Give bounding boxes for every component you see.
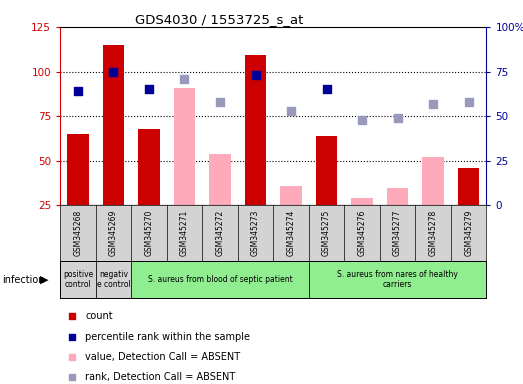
Bar [245,55,266,205]
Bar [103,45,124,205]
Point [145,86,153,93]
Text: GSM345269: GSM345269 [109,210,118,257]
Bar [96,261,131,298]
Text: infection: infection [3,275,45,285]
Bar [387,188,408,205]
Text: rank, Detection Call = ABSENT: rank, Detection Call = ABSENT [85,372,236,382]
Text: ▶: ▶ [40,275,48,285]
Text: S. aureus from nares of healthy
carriers: S. aureus from nares of healthy carriers [337,270,458,289]
Point [252,72,260,78]
Text: positive
control: positive control [63,270,93,289]
Bar [280,186,302,205]
Text: GSM345272: GSM345272 [215,210,224,257]
Text: count: count [85,311,113,321]
Point [287,108,295,114]
Text: GSM345270: GSM345270 [144,210,153,257]
Text: GSM345268: GSM345268 [73,210,83,257]
Point [216,99,224,105]
Text: GSM345275: GSM345275 [322,210,331,257]
Bar [209,154,231,205]
Point [429,101,437,107]
Text: GSM345277: GSM345277 [393,210,402,257]
Bar [131,261,309,298]
Bar [138,129,160,205]
Point [180,76,189,82]
Point [74,88,82,94]
Bar [351,198,373,205]
Bar [60,261,96,298]
Point [322,86,331,93]
Point [358,117,366,123]
Bar [423,157,444,205]
Text: GSM345276: GSM345276 [358,210,367,257]
Text: GSM345279: GSM345279 [464,210,473,257]
Bar [174,88,195,205]
Text: GSM345271: GSM345271 [180,210,189,257]
Point [391,92,399,98]
Text: S. aureus from blood of septic patient: S. aureus from blood of septic patient [147,275,292,284]
Bar [316,136,337,205]
Point [109,68,118,74]
Text: GDS4030 / 1553725_s_at: GDS4030 / 1553725_s_at [135,13,304,26]
Point [391,280,399,286]
Text: GSM345278: GSM345278 [429,210,438,257]
Bar [67,134,88,205]
Text: GSM345274: GSM345274 [287,210,295,257]
Text: percentile rank within the sample: percentile rank within the sample [85,332,251,342]
Text: negativ
e control: negativ e control [97,270,130,289]
Bar [458,168,479,205]
Point [393,115,402,121]
Point [464,99,473,105]
Text: value, Detection Call = ABSENT: value, Detection Call = ABSENT [85,352,241,362]
Text: GSM345273: GSM345273 [251,210,260,257]
Bar [309,261,486,298]
